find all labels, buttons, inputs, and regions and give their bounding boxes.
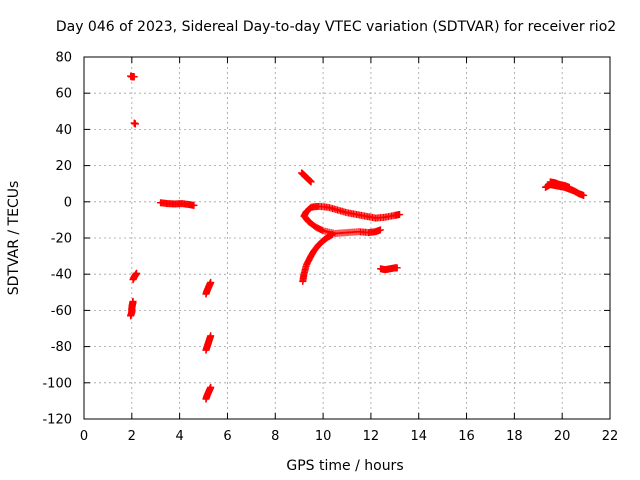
y-tick-label: 20 bbox=[55, 159, 72, 174]
x-tick-label: 6 bbox=[223, 429, 231, 444]
y-tick-label: 80 bbox=[55, 51, 72, 66]
x-axis-label: GPS time / hours bbox=[286, 458, 403, 474]
chart-title: Day 046 of 2023, Sidereal Day-to-day VTE… bbox=[56, 19, 616, 35]
data-point bbox=[376, 226, 384, 234]
data-point bbox=[396, 210, 404, 218]
data-point bbox=[131, 120, 139, 128]
data-point bbox=[207, 278, 215, 286]
x-tick-label: 14 bbox=[410, 429, 427, 444]
data-point bbox=[580, 191, 588, 199]
x-tick-label: 20 bbox=[554, 429, 571, 444]
data-point bbox=[190, 201, 198, 209]
data-point bbox=[207, 332, 215, 340]
y-tick-label: 60 bbox=[55, 87, 72, 102]
y-tick-label: -60 bbox=[51, 304, 72, 319]
data-point bbox=[130, 73, 138, 81]
y-tick-label: -120 bbox=[42, 413, 72, 428]
y-tick-label: -20 bbox=[51, 232, 72, 247]
y-axis-label: SDTVAR / TECUs bbox=[6, 181, 22, 296]
y-tick-label: -80 bbox=[51, 340, 72, 355]
data-point bbox=[307, 178, 315, 186]
data-point bbox=[133, 269, 141, 277]
data-point bbox=[393, 264, 401, 272]
axis-ticks: 0 2 4 6 8 10 12 14 16 18 20 22 -120 -100 -80 -60 -40 -20 0… bbox=[42, 51, 618, 445]
x-tick-label: 18 bbox=[506, 429, 523, 444]
x-tick-label: 12 bbox=[363, 429, 380, 444]
data-points bbox=[127, 72, 588, 403]
x-tick-label: 4 bbox=[175, 429, 183, 444]
plot-frame bbox=[83, 56, 611, 420]
x-tick-label: 22 bbox=[602, 429, 619, 444]
y-tick-label: -40 bbox=[51, 268, 72, 283]
y-tick-label: 0 bbox=[64, 195, 72, 210]
data-point bbox=[565, 183, 573, 191]
y-tick-label: 40 bbox=[55, 123, 72, 138]
x-tick-label: 8 bbox=[271, 429, 279, 444]
x-tick-label: 10 bbox=[315, 429, 332, 444]
data-point bbox=[329, 230, 337, 238]
x-tick-label: 2 bbox=[128, 429, 136, 444]
data-point bbox=[207, 383, 215, 391]
x-tick-label: 0 bbox=[80, 429, 88, 444]
grid-lines bbox=[84, 57, 610, 419]
x-tick-label: 16 bbox=[458, 429, 475, 444]
y-tick-label: -100 bbox=[42, 376, 72, 391]
data-point bbox=[129, 297, 137, 305]
